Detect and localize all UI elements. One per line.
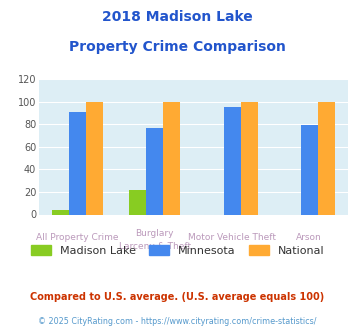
- Text: Arson: Arson: [296, 233, 322, 242]
- Bar: [163, 102, 180, 214]
- Bar: [86, 102, 103, 214]
- Text: Burglary: Burglary: [136, 229, 174, 238]
- Bar: [146, 128, 163, 214]
- Text: Compared to U.S. average. (U.S. average equals 100): Compared to U.S. average. (U.S. average …: [31, 292, 324, 302]
- Bar: [52, 210, 69, 214]
- Text: Larceny & Theft: Larceny & Theft: [119, 242, 191, 250]
- Bar: [69, 112, 86, 214]
- Bar: [318, 102, 335, 214]
- Bar: [241, 102, 258, 214]
- Text: 2018 Madison Lake: 2018 Madison Lake: [102, 10, 253, 24]
- Bar: [129, 190, 146, 214]
- Bar: [301, 125, 318, 214]
- Text: All Property Crime: All Property Crime: [37, 233, 119, 242]
- Text: Motor Vehicle Theft: Motor Vehicle Theft: [188, 233, 276, 242]
- Bar: [224, 107, 241, 214]
- Text: © 2025 CityRating.com - https://www.cityrating.com/crime-statistics/: © 2025 CityRating.com - https://www.city…: [38, 317, 317, 326]
- Text: Property Crime Comparison: Property Crime Comparison: [69, 40, 286, 53]
- Legend: Madison Lake, Minnesota, National: Madison Lake, Minnesota, National: [26, 241, 329, 260]
